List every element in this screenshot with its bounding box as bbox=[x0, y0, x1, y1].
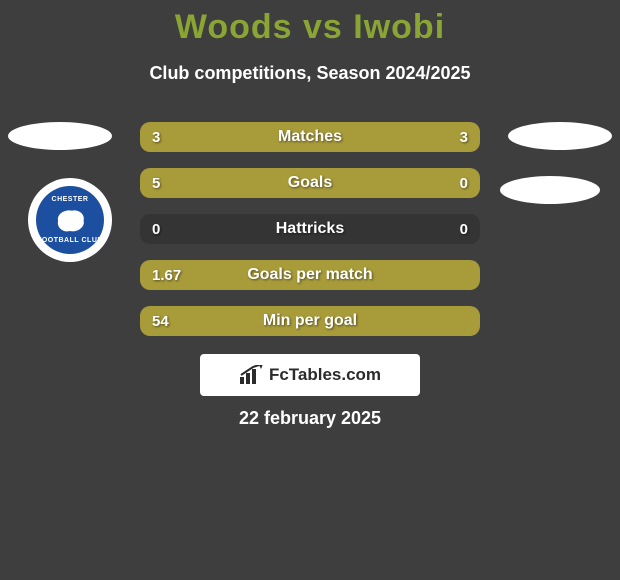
lion-icon bbox=[53, 205, 87, 235]
page-subtitle: Club competitions, Season 2024/2025 bbox=[0, 63, 620, 84]
comparison-infographic: Woods vs Iwobi Club competitions, Season… bbox=[0, 0, 620, 580]
player-left-oval bbox=[8, 122, 112, 150]
stat-label: Goals per match bbox=[140, 260, 480, 290]
badge-inner: CHESTER FOOTBALL CLUB bbox=[36, 186, 104, 254]
stat-value-left: 5 bbox=[152, 168, 160, 198]
stat-rows: Matches33Goals50Hattricks00Goals per mat… bbox=[140, 122, 480, 352]
brand-text: FcTables.com bbox=[269, 365, 381, 385]
stat-label: Matches bbox=[140, 122, 480, 152]
stat-label: Min per goal bbox=[140, 306, 480, 336]
stat-value-right: 0 bbox=[460, 214, 468, 244]
badge-top-text: CHESTER bbox=[52, 196, 89, 203]
stat-row: Min per goal54 bbox=[140, 306, 480, 336]
page-title: Woods vs Iwobi bbox=[0, 0, 620, 47]
stat-value-right: 3 bbox=[460, 122, 468, 152]
stat-value-left: 0 bbox=[152, 214, 160, 244]
stat-value-left: 3 bbox=[152, 122, 160, 152]
player-right-oval-2 bbox=[500, 176, 600, 204]
stat-row: Matches3 3 bbox=[140, 122, 480, 152]
bars-icon bbox=[239, 365, 263, 385]
stat-value-left: 1.67 bbox=[152, 260, 181, 290]
brand-box: FcTables.com bbox=[200, 354, 420, 396]
stat-label: Goals bbox=[140, 168, 480, 198]
stat-value-right: 0 bbox=[460, 168, 468, 198]
stat-label: Hattricks bbox=[140, 214, 480, 244]
stat-row: Goals per match1.67 bbox=[140, 260, 480, 290]
stat-row: Hattricks0 0 bbox=[140, 214, 480, 244]
club-badge-left: CHESTER FOOTBALL CLUB bbox=[28, 178, 112, 262]
stat-row: Goals5 0 bbox=[140, 168, 480, 198]
badge-bottom-text: FOOTBALL CLUB bbox=[37, 237, 103, 244]
player-right-oval bbox=[508, 122, 612, 150]
date-text: 22 february 2025 bbox=[0, 408, 620, 429]
stat-value-left: 54 bbox=[152, 306, 169, 336]
